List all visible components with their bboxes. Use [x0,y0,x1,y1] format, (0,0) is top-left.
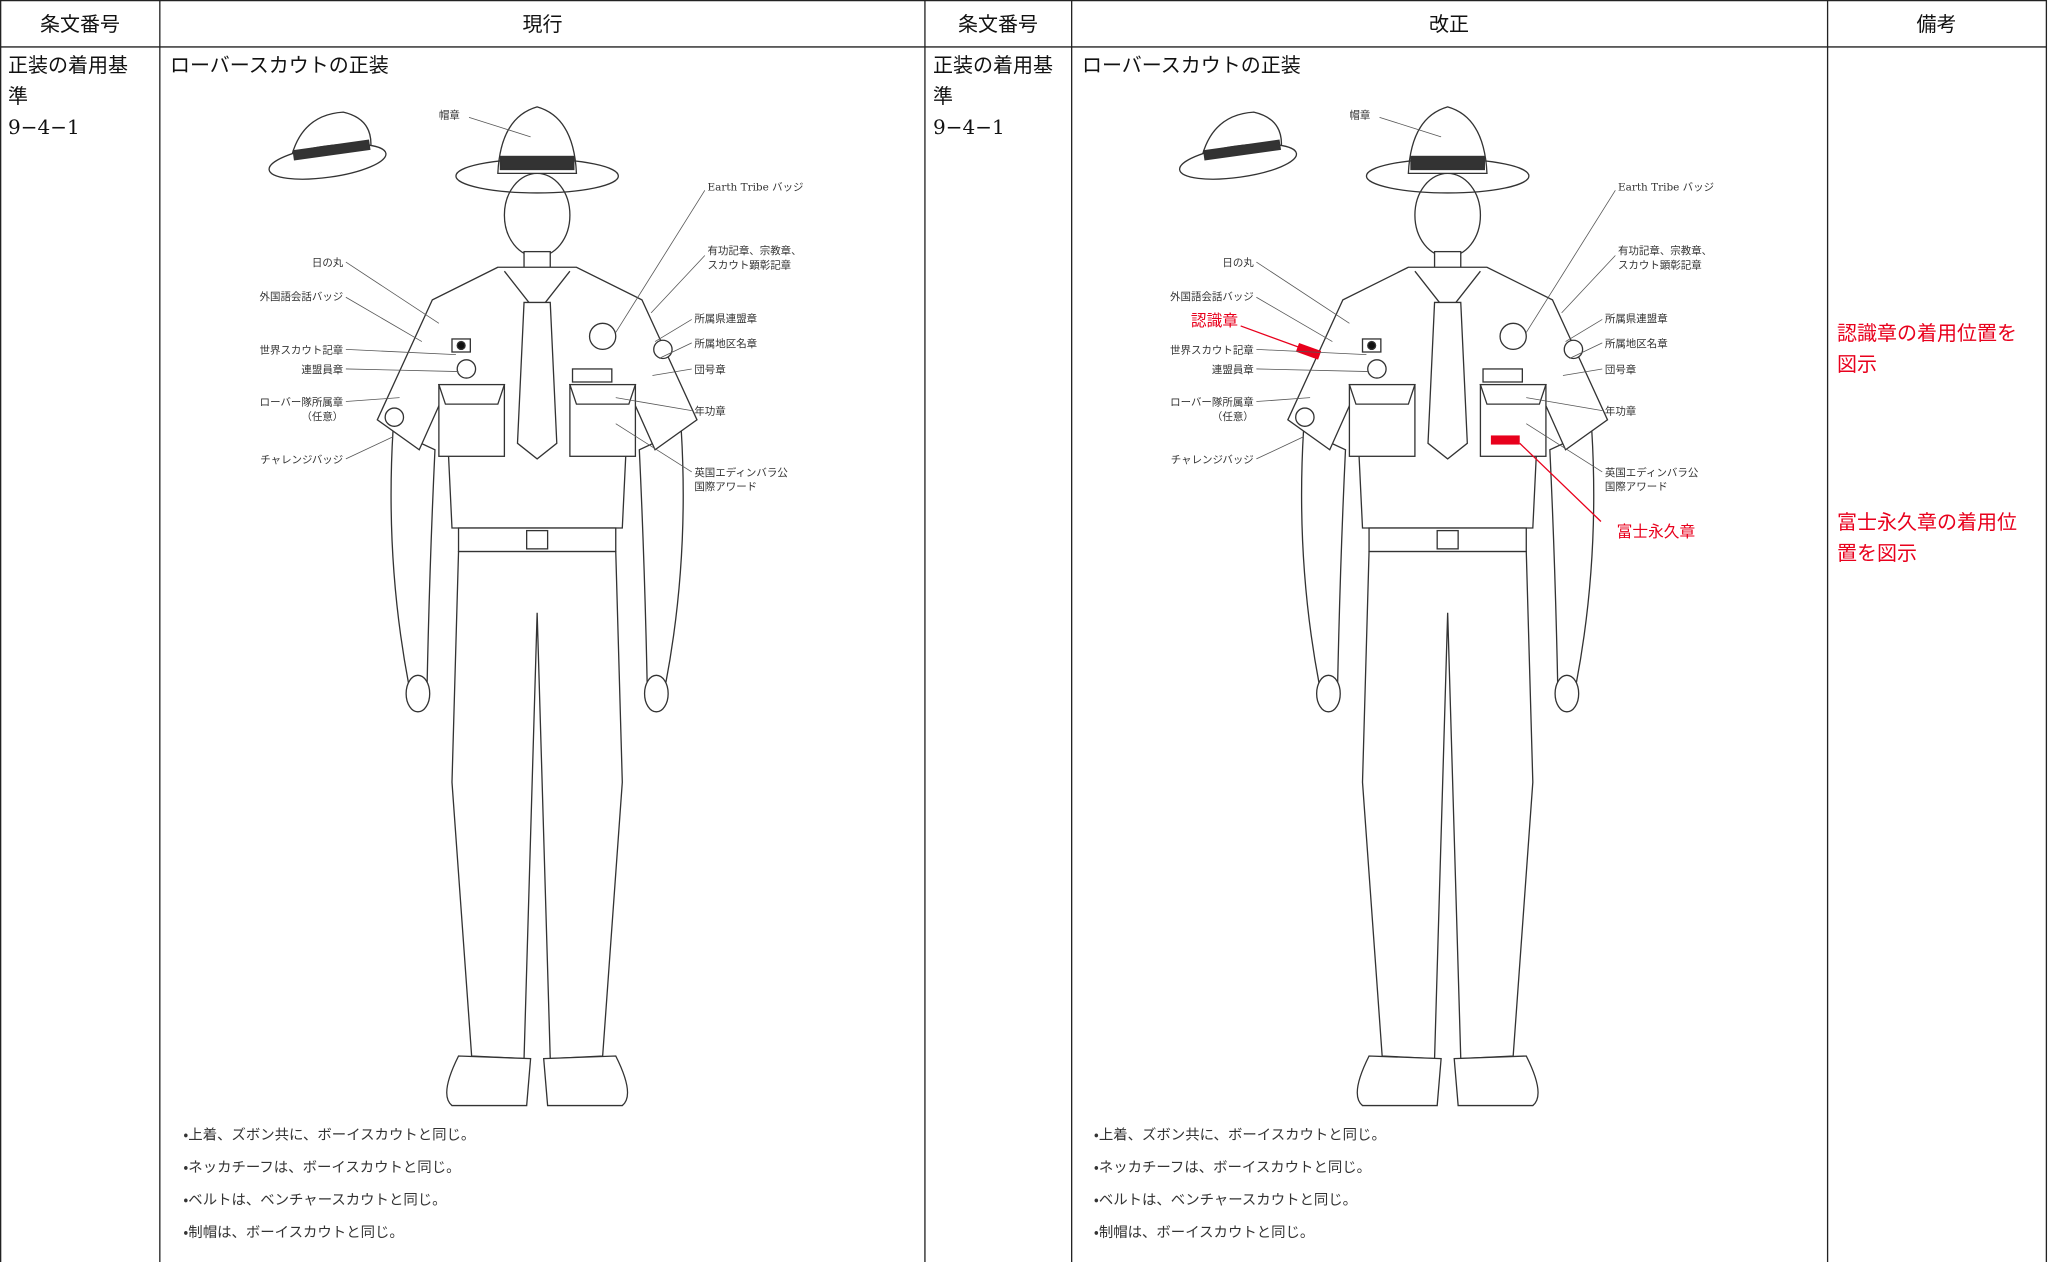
figure-label: 英国エディンバラ公 [1605,466,1698,479]
leader-line [1561,255,1616,314]
leader-line [1569,342,1603,359]
figure-label: 帽章 [1349,109,1370,122]
leader-line [1256,368,1370,372]
section-title: ローバースカウトの正装 [170,53,389,77]
leader-line [345,349,456,356]
leader-line [1562,368,1603,376]
figure-label: 団号章 [1605,364,1636,376]
figure-label: 帽章 [439,109,460,122]
leader-line [652,368,692,376]
article-name: 正装の着用基準 [933,53,1053,108]
figure-label: 富士永久章 [1617,522,1696,541]
figure-label: スカウト顕彰記章 [1618,260,1702,272]
leader-line [1526,397,1603,412]
figure-label: ・ネッカチーフは、ボーイスカウトと同じ。 [183,1159,460,1176]
remark: 認識章の着用位置を図示 [1837,321,2017,376]
figure-label: ローバー隊所属章 [1170,395,1254,408]
leader-line [654,319,692,342]
leader-line [615,397,692,412]
figure-label: 国際アワード [694,481,757,493]
figure-label: 所属県連盟章 [1605,312,1668,325]
leader-line [345,397,400,402]
figure-label: 年功章 [1605,405,1636,418]
header-cell: 備考 [1916,12,1957,36]
figure-label: （任意） [301,410,343,423]
figure-label: 所属地区名章 [1605,337,1668,350]
figure-label: チャレンジバッジ [260,454,343,466]
fuji-badge-marker [1490,435,1520,445]
header-cell: 現行 [522,12,563,36]
figure-label: 連盟員章 [1212,363,1254,376]
article-number: 9−4−1 [933,115,1005,139]
leader-line [1256,349,1367,356]
figure-label: 世界スカウト記章 [1170,344,1254,356]
figure-label: 外国語会話バッジ [260,290,344,303]
remark: 富士永久章の着用位置を図示 [1837,510,2017,565]
leader-line [1256,296,1333,342]
leader-line [1525,190,1616,333]
leader-line [615,190,706,333]
figure-label: 外国語会話バッジ [1170,290,1254,303]
figure-label: 団号章 [694,364,725,376]
figure-label: 有功記章、宗教章、 [1618,244,1712,257]
figure-label: ・上着、ズボン共に、ボーイスカウトと同じ。 [1094,1126,1386,1143]
leader-line [1379,116,1442,138]
figure-label: 国際アワード [1605,481,1668,493]
leader-line [1240,325,1306,351]
figure-label: ・制帽は、ボーイスカウトと同じ。 [1094,1224,1314,1241]
figure-label: チャレンジバッジ [1171,454,1254,466]
leader-line [1526,423,1603,473]
figure-label: 日の丸 [1222,256,1254,269]
leader-line [1256,397,1311,402]
header-cell: 条文番号 [958,12,1038,36]
figure-label: ・制帽は、ボーイスカウトと同じ。 [183,1224,403,1241]
figure-label: ・上着、ズボン共に、ボーイスカウトと同じ。 [183,1126,475,1143]
article-number: 9−4−1 [8,115,80,139]
figure-label: Earth Tribe バッジ [707,181,803,193]
leader-line [345,436,394,460]
header-cell: 条文番号 [40,12,120,36]
figure-label: 世界スカウト記章 [260,344,344,356]
leader-line [1256,436,1304,460]
leader-line [1565,319,1603,342]
figure-label: 認識章 [1191,311,1238,330]
leader-line [615,423,692,473]
figure-label: 連盟員章 [301,363,343,376]
figure-label: ・ベルトは、ベンチャースカウトと同じ。 [1094,1192,1357,1209]
leader-line [345,261,440,324]
figure-label: 有功記章、宗教章、 [707,244,801,257]
leader-line [1519,442,1602,522]
figure-label: 所属地区名章 [694,337,757,350]
leader-line [345,368,459,372]
figure-label: スカウト顕彰記章 [707,260,791,272]
leader-line [468,116,531,138]
leader-line [345,296,423,342]
figure-label: 所属県連盟章 [694,312,757,325]
figure-label: （任意） [1212,410,1254,423]
figure-label: Earth Tribe バッジ [1618,181,1714,193]
header-cell: 改正 [1429,12,1469,36]
figure-label: ローバー隊所属章 [260,395,344,408]
figure-label: 年功章 [694,405,725,418]
figure-label: 日の丸 [312,256,344,269]
leader-line [650,255,706,314]
leader-line [1256,261,1350,324]
figure-label: ・ネッカチーフは、ボーイスカウトと同じ。 [1094,1159,1371,1176]
figure-label: 英国エディンバラ公 [694,466,787,479]
section-title: ローバースカウトの正装 [1082,53,1301,77]
leader-line [658,342,692,359]
recognition-badge-marker [1295,343,1322,360]
figure-label: ・ベルトは、ベンチャースカウトと同じ。 [183,1192,446,1209]
article-name: 正装の着用基準 [8,53,128,108]
